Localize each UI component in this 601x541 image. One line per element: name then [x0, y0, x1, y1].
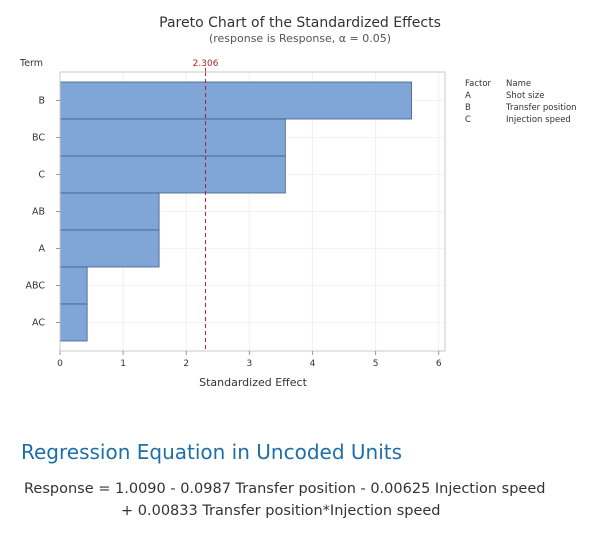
- reference-line-group: 2.306: [193, 59, 219, 351]
- legend-factor-b: B: [465, 103, 471, 113]
- regression-equation-line-2: + 0.00833 Transfer position*Injection sp…: [121, 503, 441, 519]
- x-tick-label-3: 3: [246, 359, 252, 369]
- pareto-chart: Pareto Chart of the Standardized Effects…: [19, 15, 577, 389]
- x-tick-labels: 0 1 2 3 4 5 6: [57, 351, 442, 369]
- y-tick-label-ac: AC: [32, 318, 45, 329]
- bar-b: [59, 81, 412, 120]
- x-tick-label-6: 6: [436, 359, 442, 369]
- x-tick-label-4: 4: [310, 359, 316, 369]
- legend-name-a: Shot size: [506, 91, 545, 101]
- legend-header-factor: Factor: [465, 79, 492, 89]
- regression-heading: Regression Equation in Uncoded Units: [21, 440, 403, 464]
- regression-section: [0, 402, 601, 541]
- chart-title: Pareto Chart of the Standardized Effects: [159, 15, 441, 31]
- bars: [59, 81, 412, 342]
- bar-a: [59, 229, 160, 268]
- legend-header-name: Name: [506, 79, 531, 89]
- y-tick-label-abc: ABC: [26, 281, 46, 292]
- x-axis-label: Standardized Effect: [199, 376, 307, 389]
- x-tick-label-1: 1: [120, 359, 126, 369]
- x-tick-label-5: 5: [373, 359, 379, 369]
- bar-c: [59, 155, 286, 194]
- y-tick-label-ab: AB: [32, 207, 45, 218]
- bar-bc: [59, 118, 286, 157]
- chart-panel: Pareto Chart of the Standardized Effects…: [0, 15, 601, 403]
- y-tick-labels: B BC C AB A ABC AC: [26, 96, 60, 329]
- legend-name-c: Injection speed: [506, 115, 571, 125]
- y-tick-label-bc: BC: [32, 133, 45, 144]
- bar-ab: [59, 192, 160, 231]
- legend: Factor Name A Shot size B Transfer posit…: [465, 79, 577, 125]
- bar-ac: [59, 303, 88, 342]
- bar-abc: [59, 266, 88, 305]
- x-tick-label-2: 2: [183, 359, 189, 369]
- x-tick-label-0: 0: [57, 359, 63, 369]
- y-tick-label-c: C: [38, 170, 45, 181]
- chart-subtitle: (response is Response, α = 0.05): [209, 32, 391, 45]
- legend-factor-a: A: [465, 91, 471, 101]
- legend-factor-c: C: [465, 115, 471, 125]
- reference-line-label: 2.306: [193, 59, 219, 69]
- y-tick-label-b: B: [38, 96, 45, 107]
- regression-equation-line-1: Response = 1.0090 - 0.0987 Transfer posi…: [24, 481, 546, 497]
- y-axis-label: Term: [19, 58, 43, 69]
- y-tick-label-a: A: [39, 244, 46, 255]
- legend-name-b: Transfer position: [505, 103, 577, 113]
